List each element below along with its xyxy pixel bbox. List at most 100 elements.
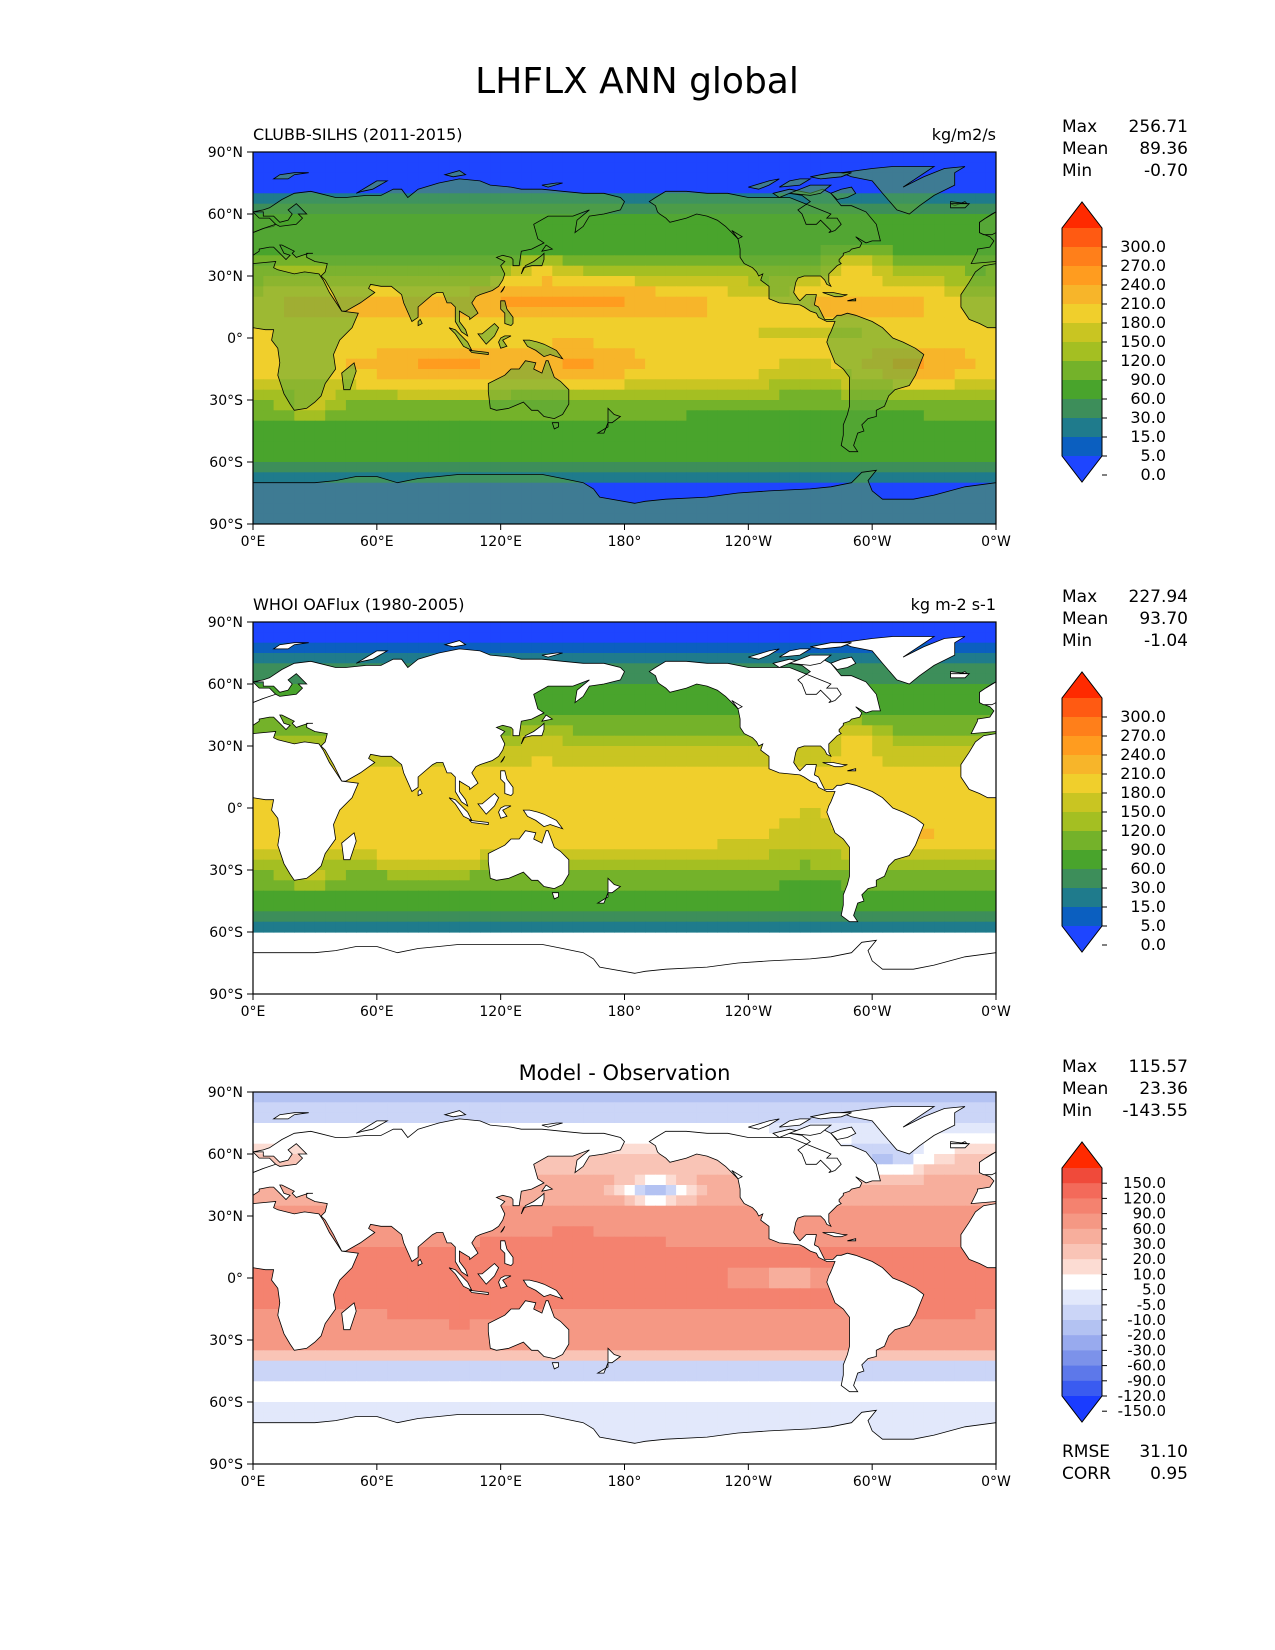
field-cell xyxy=(665,839,677,850)
field-cell xyxy=(799,839,811,850)
field-cell xyxy=(861,162,873,174)
field-cell xyxy=(789,420,801,432)
field-cell xyxy=(376,653,388,664)
field-cell xyxy=(583,162,595,174)
field-cell xyxy=(748,797,760,809)
field-cell xyxy=(779,183,791,194)
field-cell xyxy=(738,911,749,923)
field-cell xyxy=(923,715,935,726)
field-cell xyxy=(727,162,739,174)
field-cell xyxy=(799,307,811,318)
field-cell xyxy=(294,901,306,912)
field-cell xyxy=(748,451,760,463)
field-cell xyxy=(965,839,976,850)
field-cell xyxy=(851,622,863,633)
field-cell xyxy=(304,462,316,473)
field-cell xyxy=(645,389,656,401)
field-cell xyxy=(985,673,996,685)
field-cell xyxy=(954,152,966,163)
field-cell xyxy=(603,756,615,768)
x-tick-label: 180° xyxy=(608,534,642,550)
field-cell xyxy=(934,420,945,432)
field-cell xyxy=(263,327,275,339)
field-cell xyxy=(975,420,987,432)
field-cell xyxy=(294,921,306,933)
field-cell xyxy=(634,286,646,298)
field-cell xyxy=(676,921,687,933)
field-cell xyxy=(397,431,409,442)
field-cell xyxy=(428,921,440,933)
field-cell xyxy=(892,286,904,298)
field-cell xyxy=(428,162,440,174)
field-cell xyxy=(314,642,326,654)
field-cell xyxy=(366,818,378,830)
field-cell xyxy=(253,369,264,380)
field-cell xyxy=(707,348,718,360)
field-cell xyxy=(253,642,264,654)
land-mask xyxy=(748,648,780,660)
field-cell xyxy=(665,431,677,442)
field-cell xyxy=(861,451,873,463)
field-cell xyxy=(480,890,491,902)
field-cell xyxy=(769,880,780,892)
field-cell xyxy=(913,451,925,463)
field-cell xyxy=(696,777,708,788)
field-cell xyxy=(438,642,450,654)
field-cell xyxy=(903,870,914,881)
field-cell xyxy=(593,828,605,840)
field-cell xyxy=(511,338,522,349)
field-cell xyxy=(397,797,409,809)
field-cell xyxy=(304,622,316,633)
field-cell xyxy=(696,369,708,380)
field-cell xyxy=(903,234,914,246)
field-cell xyxy=(634,818,646,830)
field-cell xyxy=(707,183,718,194)
field-cell xyxy=(304,921,316,933)
field-cell xyxy=(738,172,749,184)
field-cell xyxy=(593,410,605,422)
field-cell xyxy=(830,183,842,194)
field-cell xyxy=(480,172,491,184)
coastline xyxy=(355,180,389,194)
field-cell xyxy=(882,400,894,411)
field-cell xyxy=(665,493,677,504)
field-cell xyxy=(325,472,337,484)
field-cell xyxy=(810,632,822,644)
field-cell xyxy=(799,451,811,463)
field-cell xyxy=(335,379,347,391)
field-cell xyxy=(944,296,956,308)
field-cell xyxy=(438,818,450,830)
field-cell xyxy=(727,482,739,494)
field-cell xyxy=(779,818,791,830)
field-cell xyxy=(438,400,450,411)
field-cell xyxy=(273,653,285,664)
field-cell xyxy=(799,358,811,370)
field-cell xyxy=(603,245,615,256)
field-cell xyxy=(500,420,512,432)
field-cell xyxy=(603,839,615,850)
field-cell xyxy=(273,1092,285,1103)
field-cell xyxy=(418,839,429,850)
field-cell xyxy=(861,420,873,432)
field-cell xyxy=(263,431,275,442)
field-cell xyxy=(799,369,811,380)
field-cell xyxy=(665,400,677,411)
field-cell xyxy=(944,725,956,737)
field-cell xyxy=(603,735,615,747)
coastline xyxy=(950,203,971,209)
field-cell xyxy=(892,901,904,912)
field-cell xyxy=(449,451,460,463)
field-cell xyxy=(975,870,987,881)
field-cell xyxy=(314,901,326,912)
field-cell xyxy=(624,725,636,737)
field-cell xyxy=(954,715,966,726)
field-cell xyxy=(253,379,264,391)
field-cell xyxy=(624,787,636,799)
field-cell xyxy=(304,265,316,277)
field-cell xyxy=(954,224,966,236)
field-cell xyxy=(325,172,337,184)
field-cell xyxy=(541,431,553,442)
field-cell xyxy=(903,441,914,453)
y-tick-label: 60°N xyxy=(208,677,243,693)
field-cell xyxy=(975,369,987,380)
